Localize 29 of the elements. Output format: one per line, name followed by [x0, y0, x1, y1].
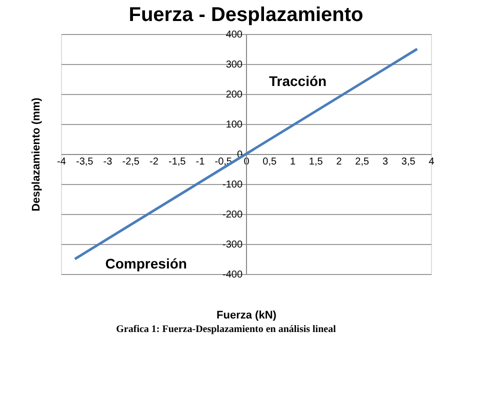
x-tick-label: -2,5 [122, 156, 140, 168]
annotation: Tracción [269, 73, 327, 89]
y-tick-label: -400 [222, 270, 243, 280]
chart-title: Fuerza - Desplazamiento [128, 4, 364, 26]
y-tick-label: 300 [226, 60, 243, 70]
y-tick-label: 200 [226, 90, 243, 100]
y-tick-label: 400 [226, 30, 243, 40]
y-tick-label: -100 [222, 180, 243, 190]
x-tick-label: 2 [336, 156, 342, 168]
x-tick-label: 2,5 [355, 156, 370, 168]
text: Grafica 1: Fuerza-Desplazamiento en análisis lineal [116, 324, 336, 335]
y-axis-title: Desplazamiento (mm) [30, 97, 42, 212]
x-tick-label: -3 [103, 156, 113, 168]
x-tick-label: 3,5 [401, 156, 416, 168]
x-tick-label: 1 [290, 156, 296, 168]
x-tick-label: -2 [150, 156, 159, 168]
x-tick-label: -1 [196, 156, 206, 168]
x-tick-label: 4 [428, 156, 435, 168]
x-axis-title: Fuerza (kN) [216, 310, 277, 322]
x-tick-label: 0,5 [262, 156, 278, 168]
y-tick-label: 100 [226, 120, 243, 130]
y-tick-label: -200 [222, 210, 243, 220]
x-tick-label: -3,5 [76, 156, 94, 168]
y-tick-label: -300 [222, 240, 243, 250]
x-tick-label: -4 [57, 156, 66, 168]
x-tick-label: 1,5 [308, 156, 324, 168]
x-tick-label: 3 [382, 156, 388, 168]
annotation: Compresión [105, 255, 187, 272]
x-tick-label: -1,5 [168, 156, 186, 168]
